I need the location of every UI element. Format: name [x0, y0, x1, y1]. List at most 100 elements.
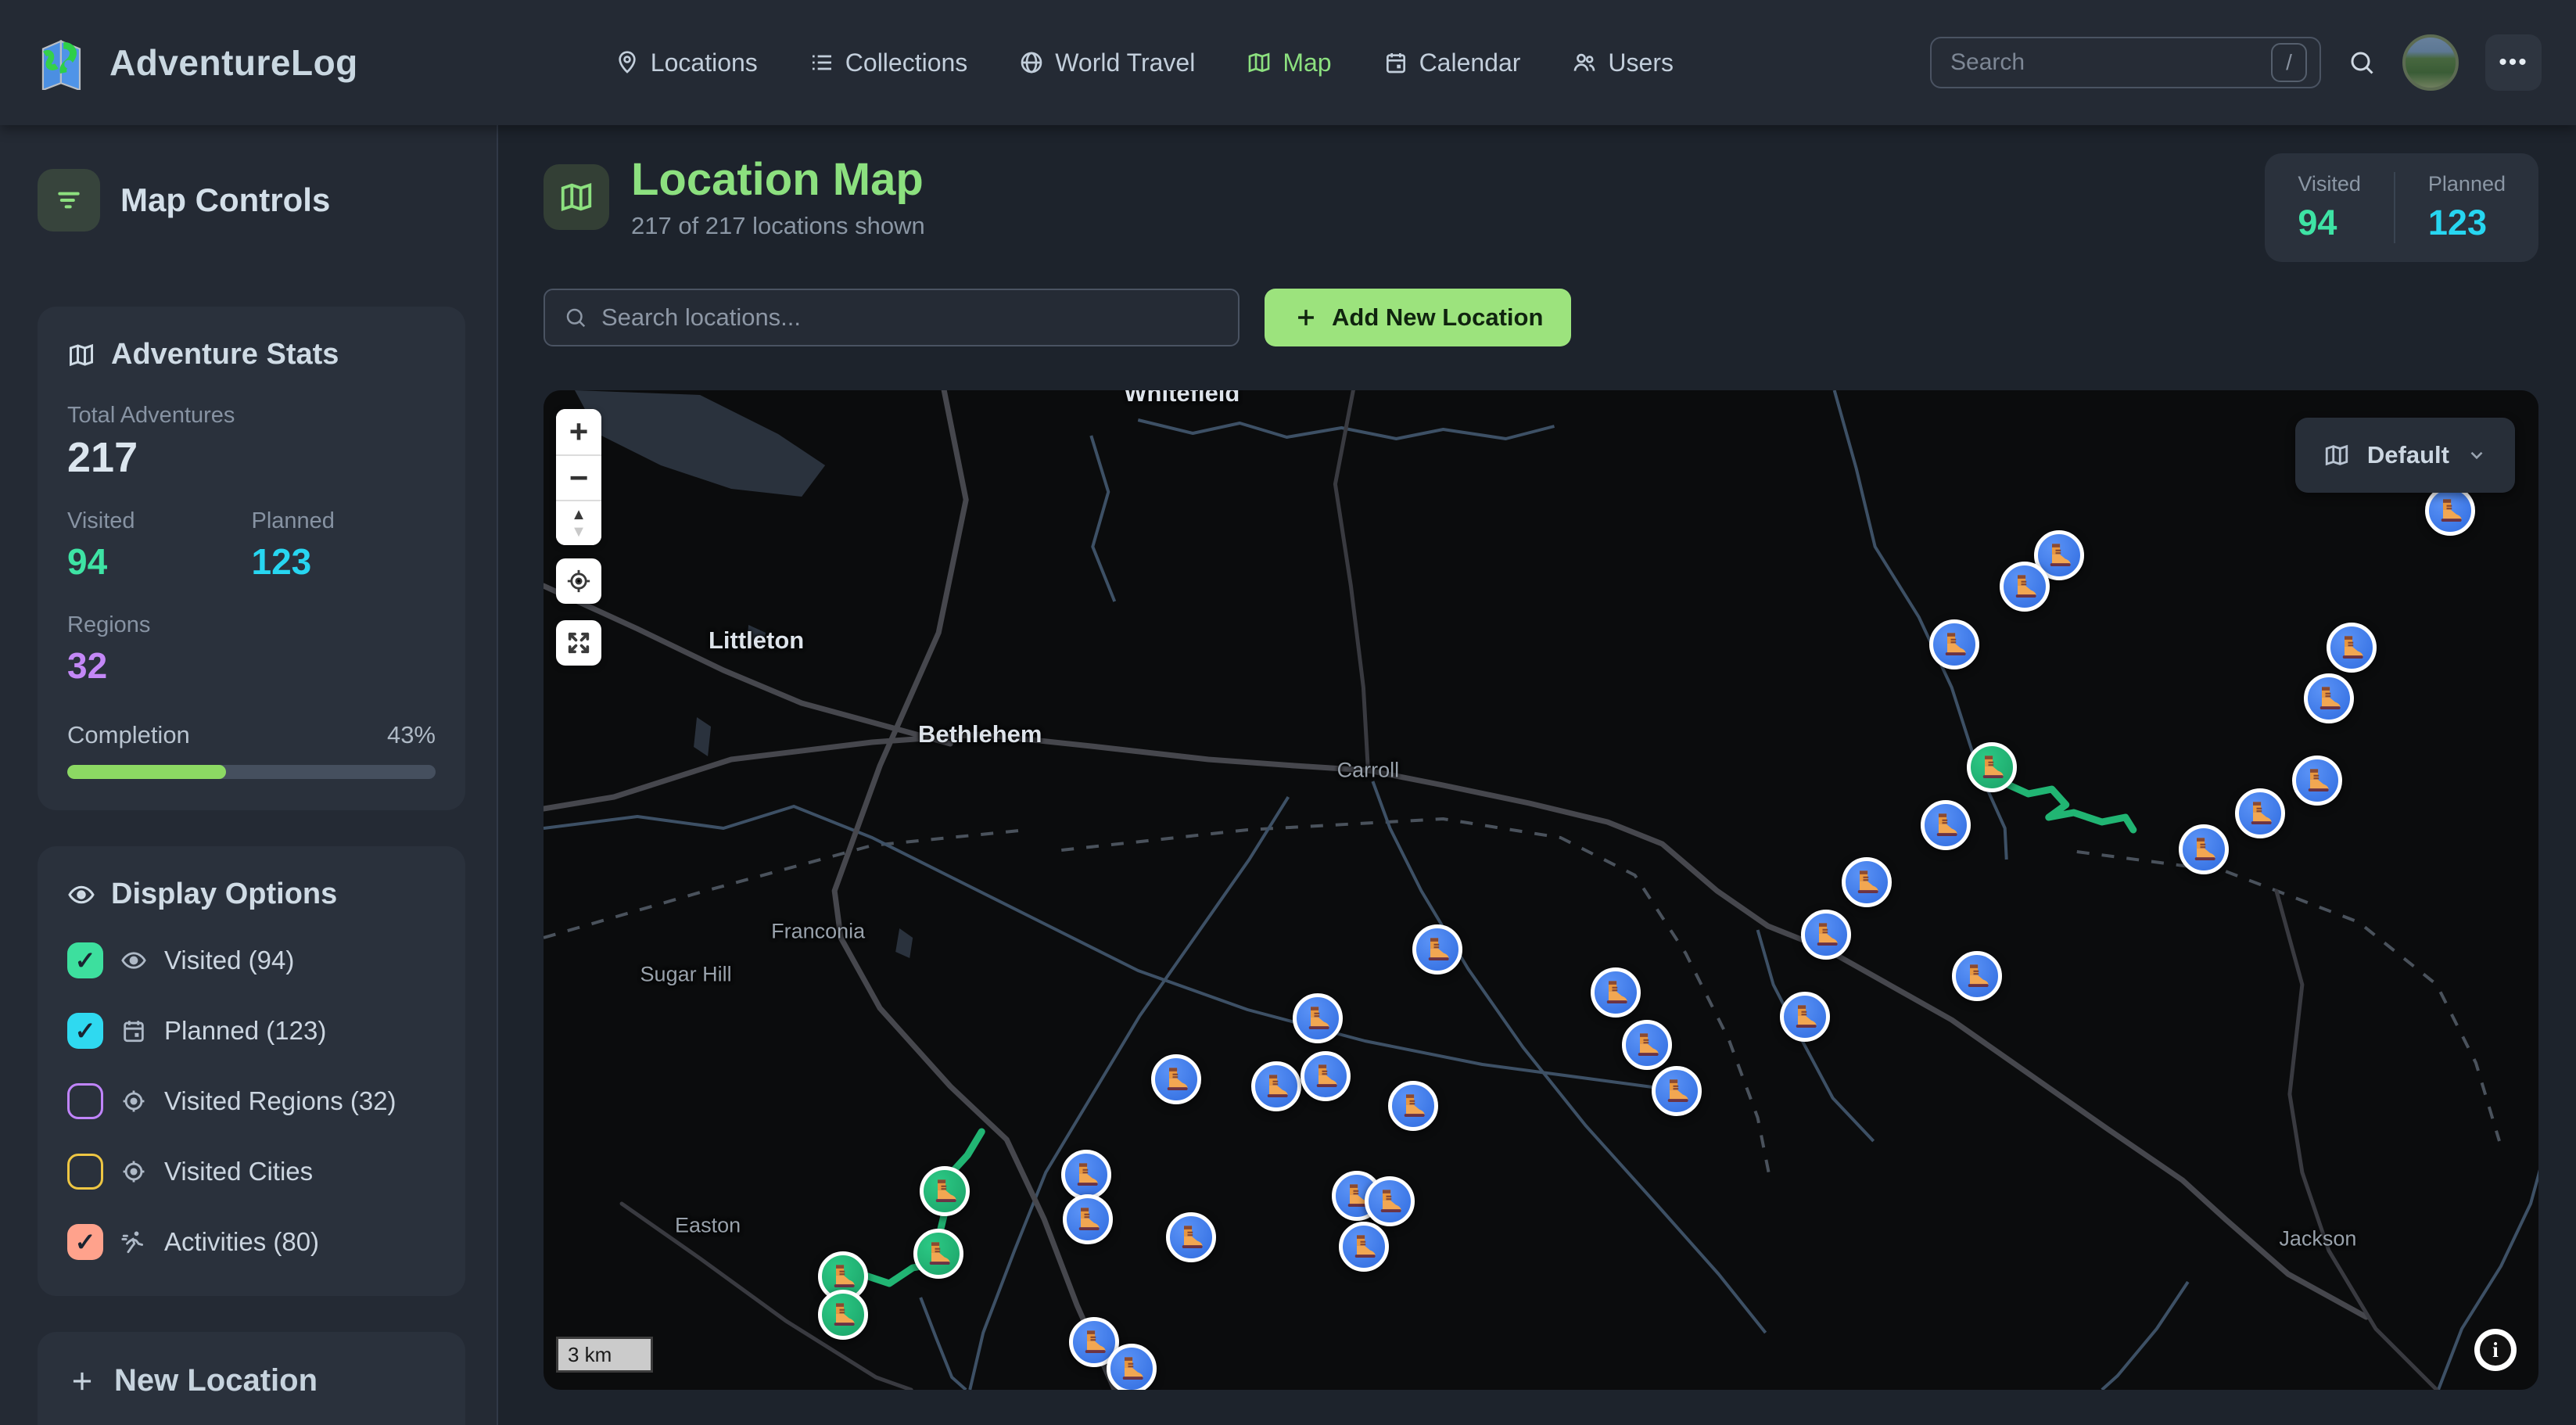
- locate-icon: [567, 569, 590, 593]
- map-marker-blue[interactable]: [1621, 1020, 1672, 1070]
- map-marker-blue[interactable]: [1107, 1344, 1157, 1390]
- map-marker-blue[interactable]: [2326, 623, 2377, 673]
- map-marker-blue[interactable]: [1069, 1316, 1120, 1367]
- map-marker-blue[interactable]: [2178, 824, 2229, 874]
- layer-selector[interactable]: Default: [2294, 418, 2515, 493]
- display-option-row[interactable]: Visited Cities: [67, 1154, 436, 1190]
- regions-value: 32: [67, 645, 108, 686]
- map-marker-blue[interactable]: [1151, 1054, 1202, 1104]
- location-search[interactable]: [544, 289, 1240, 346]
- map-marker-green[interactable]: [913, 1229, 964, 1279]
- map-marker-blue[interactable]: [1388, 1081, 1439, 1131]
- map-marker-blue[interactable]: [1339, 1221, 1390, 1272]
- map-marker-green[interactable]: [818, 1290, 869, 1340]
- map-marker-blue[interactable]: [1651, 1065, 1702, 1116]
- nav-label: Locations: [650, 48, 758, 77]
- nav-item-world-travel[interactable]: World Travel: [1019, 48, 1195, 77]
- map-marker-green[interactable]: [1966, 742, 2017, 792]
- map-marker-blue[interactable]: [2234, 788, 2285, 838]
- visited-value: 94: [67, 541, 108, 582]
- hiking-boot-icon: [1317, 1064, 1338, 1087]
- option-checkbox[interactable]: [67, 1083, 103, 1119]
- attribution-button[interactable]: i: [2474, 1329, 2517, 1371]
- sidebar-header: Map Controls: [38, 169, 465, 232]
- nav-item-users[interactable]: Users: [1572, 48, 1674, 77]
- more-menu-button[interactable]: •••: [2485, 34, 2542, 91]
- option-checkbox[interactable]: [67, 942, 103, 978]
- zoom-out-button[interactable]: −: [556, 454, 601, 500]
- map-marker-blue[interactable]: [1928, 619, 1979, 669]
- hiking-boot-icon: [1606, 981, 1627, 1003]
- hiking-boot-icon: [2441, 499, 2462, 522]
- option-checkbox[interactable]: [67, 1154, 103, 1190]
- map-marker-blue[interactable]: [1999, 562, 2050, 612]
- map-marker-blue[interactable]: [1951, 951, 2002, 1001]
- map-marker-blue[interactable]: [1301, 1051, 1351, 1101]
- option-label: Visited Cities: [164, 1157, 314, 1186]
- map-marker-blue[interactable]: [1251, 1061, 1302, 1111]
- hiking-boot-icon: [1348, 1184, 1369, 1207]
- map-marker-blue[interactable]: [1779, 992, 1830, 1042]
- hiking-boot-icon: [1945, 633, 1966, 655]
- navbar-right: / •••: [1930, 34, 2542, 91]
- hiking-boot-icon: [1982, 756, 2004, 778]
- map-marker-green[interactable]: [920, 1166, 970, 1216]
- map-marker-blue[interactable]: [2424, 486, 2475, 536]
- hiking-boot-icon: [1857, 870, 1878, 893]
- hiking-boot-icon: [1268, 1075, 1288, 1097]
- location-map[interactable]: Whitefield Littleton Bethlehem Carroll Franc…: [544, 390, 2538, 1390]
- nav-item-calendar[interactable]: Calendar: [1383, 48, 1521, 77]
- option-label: Visited (94): [164, 946, 295, 975]
- nav-item-locations[interactable]: Locations: [615, 48, 758, 77]
- map-marker-blue[interactable]: [1590, 967, 1641, 1018]
- nav-item-collections[interactable]: Collections: [809, 48, 967, 77]
- map-marker-blue[interactable]: [1412, 924, 1463, 975]
- map-marker-blue[interactable]: [1293, 993, 1344, 1043]
- total-adventures-label: Total Adventures: [67, 403, 235, 428]
- global-search-input[interactable]: [1950, 49, 2271, 76]
- map-icon: [1248, 52, 1270, 73]
- map-scale-bar: 3 km: [556, 1337, 653, 1373]
- user-avatar[interactable]: [2402, 34, 2459, 91]
- display-option-row[interactable]: Activities (80): [67, 1224, 436, 1260]
- list-icon: [812, 55, 831, 70]
- map-marker-blue[interactable]: [1063, 1194, 1114, 1244]
- hiking-boot-icon: [1123, 1357, 1143, 1380]
- location-search-input[interactable]: [601, 303, 1219, 332]
- map-marker-blue[interactable]: [1061, 1150, 1112, 1200]
- map-marker-blue[interactable]: [2291, 756, 2342, 806]
- badge-planned-value: 123: [2427, 203, 2487, 242]
- map-zoom-controls: + − ▲ ▼: [556, 409, 601, 545]
- display-options-card: Display Options Visited (94) Planned (12…: [38, 846, 465, 1296]
- option-checkbox[interactable]: [67, 1013, 103, 1049]
- nav-item-map[interactable]: Map: [1247, 48, 1332, 77]
- option-checkbox[interactable]: [67, 1224, 103, 1260]
- main-content: Location Map 217 of 217 locations shown …: [498, 125, 2576, 1425]
- search-button[interactable]: [2348, 48, 2376, 77]
- new-location-header[interactable]: New Location: [67, 1363, 436, 1398]
- search-icon: [2351, 52, 2373, 74]
- nav-label: Calendar: [1419, 48, 1521, 77]
- global-search[interactable]: /: [1930, 37, 2321, 88]
- map-marker-blue[interactable]: [1800, 910, 1851, 960]
- brand[interactable]: AdventureLog: [34, 35, 358, 90]
- tilt-control[interactable]: ▲ ▼: [556, 500, 601, 545]
- display-option-row[interactable]: Planned (123): [67, 1013, 436, 1049]
- map-marker-blue[interactable]: [1920, 800, 1971, 850]
- badge-planned-label: Planned: [2427, 172, 2506, 196]
- calendar-icon: [1386, 53, 1405, 74]
- badge-visited-label: Visited: [2298, 172, 2361, 196]
- geolocate-button[interactable]: [556, 558, 601, 604]
- add-new-location-button[interactable]: Add New Location: [1265, 289, 1572, 346]
- total-adventures-value: 217: [67, 434, 138, 481]
- map-marker-blue[interactable]: [2303, 673, 2354, 723]
- display-option-row[interactable]: Visited (94): [67, 942, 436, 978]
- map-marker-blue[interactable]: [2033, 530, 2084, 580]
- map-marker-blue[interactable]: [1166, 1212, 1217, 1262]
- fullscreen-button[interactable]: [556, 620, 601, 666]
- map-marker-blue[interactable]: [1365, 1176, 1415, 1226]
- display-option-row[interactable]: Visited Regions (32): [67, 1083, 436, 1119]
- map-marker-blue[interactable]: [1841, 856, 1892, 907]
- zoom-in-button[interactable]: +: [556, 409, 601, 454]
- nav-label: Map: [1283, 48, 1332, 77]
